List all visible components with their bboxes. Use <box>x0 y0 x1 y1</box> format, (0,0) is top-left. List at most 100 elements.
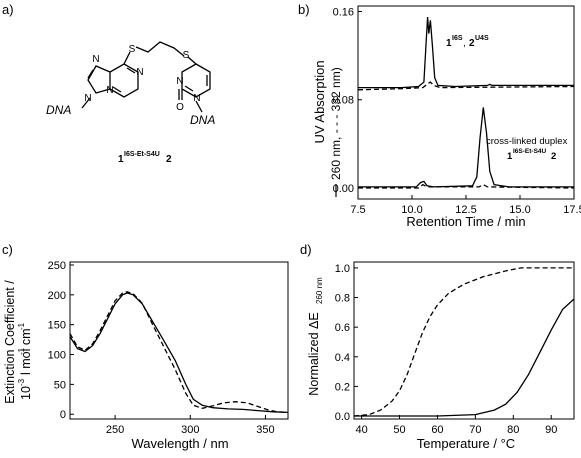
atom-s-purine: S <box>129 44 136 55</box>
anno-upper-sup1: I6S <box>452 35 463 42</box>
caption-num1: 1 <box>118 154 124 165</box>
series-line-dashed <box>358 183 575 189</box>
dna-right-label: DNA <box>190 113 215 127</box>
x-tick-label: 50 <box>393 424 405 436</box>
x-tick-label: 15.0 <box>509 204 530 216</box>
uridine-ring <box>181 63 211 98</box>
x-tick-label: 40 <box>355 424 367 436</box>
x-tick-label: 60 <box>431 424 443 436</box>
x-tick-label: 7.5 <box>350 204 365 216</box>
chart-c: 250 300 350 0 50 100 150 200 250 Wavelength / nm… <box>3 260 289 451</box>
series-line-dashed <box>69 291 289 414</box>
chart-c-ylabel-superscript: -1 <box>17 322 26 330</box>
ethyl-linker <box>135 41 185 57</box>
y-tick-label: 150 <box>48 320 66 332</box>
y-tick-label: 0.08 <box>333 95 354 107</box>
anno-lower-num2: 2 <box>551 151 556 162</box>
bond <box>112 86 122 93</box>
chart-d-series <box>353 267 575 417</box>
chart-d-ylabel: Normalized ΔE <box>307 312 321 395</box>
chart-b-xlabel: Retention Time / min <box>406 214 525 229</box>
atom-n1: N <box>136 67 143 78</box>
chart-d-ylabel-sub: 260 nm <box>315 277 324 304</box>
y-tick-label: 0.8 <box>335 293 350 305</box>
y-tick-label: 0.00 <box>333 183 354 195</box>
y-tick-label: 0.0 <box>335 411 350 423</box>
chart-b-series <box>357 16 575 189</box>
atom-n3-uridine: N <box>176 76 183 87</box>
x-tick-label: 350 <box>256 424 274 436</box>
atom-s-uridine: S <box>183 50 190 61</box>
chart-c-ylabel-prefix: 10 <box>19 386 33 400</box>
anno-upper-sep: , <box>463 38 466 49</box>
panel-label-c: c) <box>2 242 13 257</box>
chart-d-frame <box>353 261 575 420</box>
x-tick-label: 300 <box>181 424 199 436</box>
series-line-solid <box>358 16 574 89</box>
series-line-solid <box>358 107 574 188</box>
chart-b-ticks: 7.5 10.0 12.5 15.0 17.5 0.00 0.08 0.16 <box>333 7 581 216</box>
chart-b-frame <box>357 5 575 200</box>
y-tick-label: 50 <box>54 379 66 391</box>
bond <box>87 69 94 79</box>
chart-c-ylabel-superscript: -1 <box>17 347 26 355</box>
x-tick-label: 17.5 <box>563 204 581 216</box>
panel-label-a: a) <box>2 2 14 17</box>
x-tick-label: 70 <box>469 424 481 436</box>
chart-b-upper-annotation: 1 I6S , 2 U4S <box>446 35 489 49</box>
y-tick-label: 0.4 <box>335 352 350 364</box>
purine-imidazole-ring <box>87 65 111 94</box>
bond <box>195 100 203 113</box>
y-tick-label: 0.16 <box>333 7 354 19</box>
chart-d: 40 50 60 70 80 90 0.0 0.2 0.4 0.6 0.8 1.0 Temperatu… <box>307 261 575 451</box>
chart-b: 7.5 10.0 12.5 15.0 17.5 0.00 0.08 0.16 Retentio… <box>312 5 581 229</box>
series-line-dashed <box>357 81 575 91</box>
bond <box>184 85 194 92</box>
x-tick-label: 90 <box>545 424 557 436</box>
chart-c-xlabel: Wavelength / nm <box>131 436 228 451</box>
compound-caption: 1 I6S-Et-S4U 2 <box>118 151 172 165</box>
svg-text:-3: -3 <box>17 378 26 386</box>
anno-upper-num1: 1 <box>446 38 452 49</box>
y-tick-label: 0 <box>60 409 66 421</box>
series-line-solid <box>354 298 575 417</box>
bond <box>123 51 131 65</box>
chart-c-ylabel-line2: l mol cm <box>19 328 33 375</box>
y-tick-label: 0.6 <box>335 322 350 334</box>
y-tick-label: 100 <box>48 350 66 362</box>
chart-d-xlabel: Temperature / °C <box>417 436 515 451</box>
y-tick-label: 0.2 <box>335 381 350 393</box>
anno-upper-sup2: U4S <box>475 35 489 42</box>
caption-sup: I6S-Et-S4U <box>124 151 160 158</box>
anno-lower-num1: 1 <box>507 151 513 162</box>
purine-pyrimidine-ring <box>109 63 139 98</box>
anno-lower-line1: cross-linked duplex <box>486 136 568 147</box>
panel-label-b: b) <box>298 2 310 17</box>
x-tick-label: 250 <box>106 424 124 436</box>
y-tick-label: 250 <box>48 260 66 272</box>
series-line-dashed <box>353 267 574 417</box>
x-tick-label: 80 <box>507 424 519 436</box>
atom-labels: N N N N S S N N O <box>84 44 200 113</box>
bond <box>126 67 136 74</box>
panel-label-d: d) <box>300 242 312 257</box>
chart-c-ticks: 250 300 350 0 50 100 150 200 250 <box>48 260 275 436</box>
chart-c-ylabel-line1: Extinction Coefficient / <box>3 280 17 404</box>
anno-lower-sup: I6S-Et-S4U <box>513 148 547 155</box>
atom-n9: N <box>84 93 91 104</box>
chart-b-lower-annotation: cross-linked duplex 1 I6S-Et-S4U 2 <box>486 136 568 162</box>
y-tick-label: 200 <box>48 290 66 302</box>
bond <box>81 97 91 109</box>
caption-num2: 2 <box>166 154 172 165</box>
chart-c-series <box>69 291 289 414</box>
chemical-structure <box>81 41 211 113</box>
atom-n3: N <box>106 85 113 96</box>
bond <box>187 56 197 65</box>
atom-n1-uridine: N <box>193 93 200 104</box>
x-tick-label: 10.0 <box>401 204 422 216</box>
atom-o: O <box>176 102 184 113</box>
series-line-solid <box>69 292 289 414</box>
chart-b-ylabel-line1: UV Absorption <box>312 60 327 143</box>
chart-c-frame <box>69 261 289 420</box>
